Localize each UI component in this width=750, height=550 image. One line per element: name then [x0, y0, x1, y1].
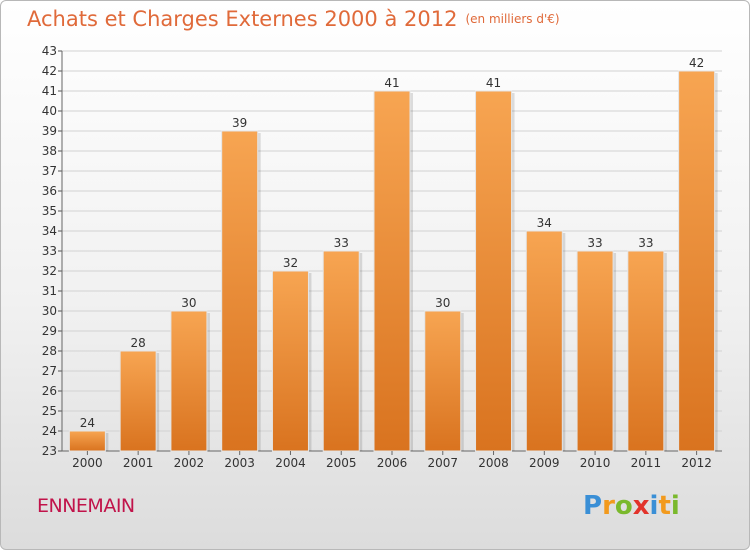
bar-value-label: 30 [435, 296, 450, 310]
y-tick-label: 36 [42, 184, 57, 198]
y-tick-label: 39 [42, 124, 57, 138]
x-tick-label: 2003 [224, 456, 255, 470]
y-tick-label: 31 [42, 284, 57, 298]
chart-title: Achats et Charges Externes 2000 à 2012 (e… [27, 7, 560, 31]
bar-value-label: 24 [80, 416, 95, 430]
y-tick-label: 41 [42, 84, 57, 98]
bar [475, 90, 513, 452]
chart-title-text: Achats et Charges Externes 2000 à 2012 [27, 7, 458, 31]
y-tick-label: 34 [42, 224, 57, 238]
bar [170, 310, 208, 452]
bar-value-label: 39 [232, 116, 247, 130]
y-tick-label: 29 [42, 324, 57, 338]
bar-value-label: 41 [486, 76, 501, 90]
bar [525, 230, 563, 452]
y-tick-label: 43 [42, 44, 57, 58]
logo-letter: o [614, 491, 633, 521]
bar [373, 90, 411, 452]
bar [68, 430, 106, 452]
bar-value-label: 30 [181, 296, 196, 310]
logo-letter: t [658, 491, 671, 521]
bar [221, 130, 259, 452]
logo-letter: i [670, 491, 680, 521]
y-tick-label: 23 [42, 444, 57, 458]
y-tick-label: 28 [42, 344, 57, 358]
y-tick-label: 42 [42, 64, 57, 78]
x-tick-label: 2008 [478, 456, 509, 470]
proxiti-logo: Proxiti [583, 491, 680, 521]
x-tick-label: 2011 [631, 456, 662, 470]
logo-letter: r [602, 491, 615, 521]
bar [119, 350, 157, 452]
x-tick-label: 2010 [580, 456, 611, 470]
y-tick-label: 32 [42, 264, 57, 278]
chart-subtitle: (en milliers d'€) [465, 12, 560, 26]
y-tick-label: 38 [42, 144, 57, 158]
y-tick-label: 40 [42, 104, 57, 118]
bar [322, 250, 360, 452]
place-name: ENNEMAIN [37, 495, 135, 517]
bar-value-label: 41 [384, 76, 399, 90]
logo-letter: i [649, 491, 659, 521]
y-tick-label: 27 [42, 364, 57, 378]
bar-value-label: 32 [283, 256, 298, 270]
y-tick-label: 25 [42, 404, 57, 418]
bar-value-label: 33 [587, 236, 602, 250]
y-tick-label: 35 [42, 204, 57, 218]
bar-value-label: 33 [638, 236, 653, 250]
bar-value-label: 34 [537, 216, 552, 230]
x-tick-label: 2000 [72, 456, 103, 470]
logo-letter: P [583, 491, 603, 521]
x-tick-label: 2007 [427, 456, 458, 470]
x-tick-label: 2001 [123, 456, 154, 470]
x-tick-label: 2012 [681, 456, 712, 470]
y-tick-label: 37 [42, 164, 57, 178]
bar-value-label: 42 [689, 56, 704, 70]
bar [627, 250, 665, 452]
bar [271, 270, 309, 452]
x-tick-label: 2009 [529, 456, 560, 470]
bar [576, 250, 614, 452]
bar-value-label: 33 [334, 236, 349, 250]
bar [424, 310, 462, 452]
x-tick-label: 2002 [174, 456, 205, 470]
bar [678, 70, 716, 452]
y-tick-label: 33 [42, 244, 57, 258]
y-tick-label: 24 [42, 424, 57, 438]
bar-value-label: 28 [131, 336, 146, 350]
y-tick-label: 26 [42, 384, 57, 398]
y-tick-label: 30 [42, 304, 57, 318]
x-tick-label: 2006 [377, 456, 408, 470]
x-tick-label: 2005 [326, 456, 357, 470]
x-tick-label: 2004 [275, 456, 306, 470]
logo-letter: x [632, 491, 650, 521]
